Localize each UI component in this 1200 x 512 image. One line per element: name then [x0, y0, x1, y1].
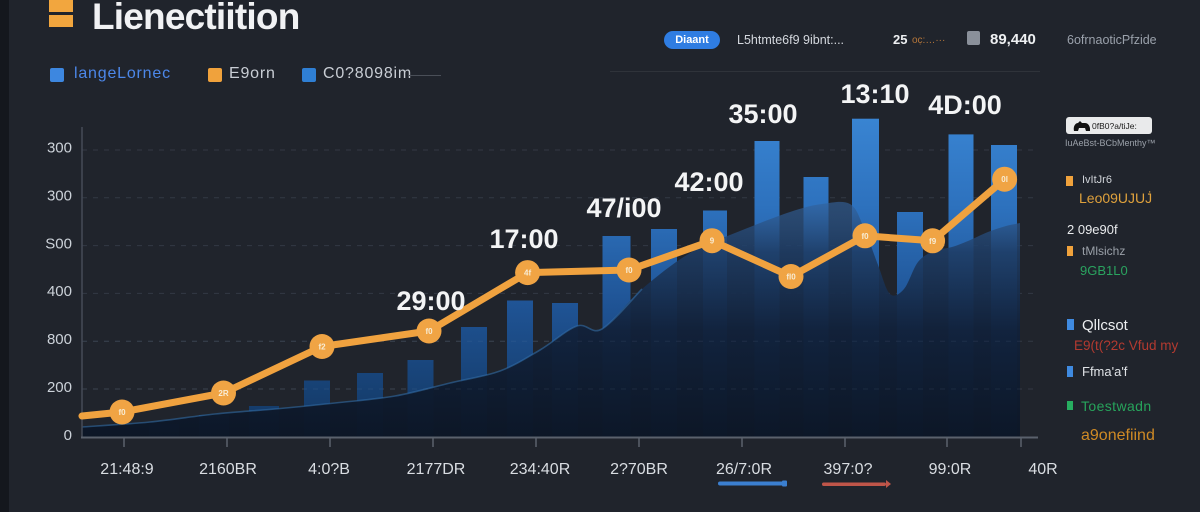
- svg-text:26/7:0R: 26/7:0R: [716, 461, 772, 478]
- svg-text:2177DR: 2177DR: [407, 461, 466, 478]
- svg-text:4f: 4f: [524, 269, 531, 278]
- svg-text:4D:00: 4D:00: [928, 90, 1002, 120]
- svg-text:400: 400: [47, 283, 72, 300]
- svg-text:13:10: 13:10: [840, 79, 909, 109]
- svg-text:2R: 2R: [218, 389, 228, 398]
- svg-text:47/i00: 47/i00: [586, 193, 661, 223]
- svg-text:21:48:9: 21:48:9: [100, 461, 153, 478]
- svg-text:40R: 40R: [1028, 461, 1057, 478]
- svg-text:35:00: 35:00: [728, 99, 797, 129]
- svg-text:300: 300: [47, 187, 72, 204]
- svg-text:29:00: 29:00: [396, 286, 465, 316]
- svg-text:f9: f9: [929, 237, 937, 246]
- svg-text:f0: f0: [861, 232, 869, 241]
- svg-text:f0: f0: [625, 266, 633, 275]
- svg-text:0: 0: [64, 427, 72, 444]
- svg-text:fl0: fl0: [786, 273, 796, 282]
- svg-text:17:00: 17:00: [489, 224, 558, 254]
- svg-text:42:00: 42:00: [674, 167, 743, 197]
- svg-text:f2: f2: [318, 343, 326, 352]
- svg-text:f0: f0: [425, 327, 433, 336]
- svg-text:300: 300: [47, 140, 72, 157]
- svg-text:200: 200: [47, 379, 72, 396]
- svg-text:0l: 0l: [1001, 175, 1008, 184]
- svg-text:S00: S00: [45, 235, 72, 252]
- svg-text:f0: f0: [118, 408, 126, 417]
- svg-text:4:0?B: 4:0?B: [308, 461, 350, 478]
- svg-text:99:0R: 99:0R: [929, 461, 972, 478]
- svg-text:2160BR: 2160BR: [199, 461, 257, 478]
- svg-text:234:40R: 234:40R: [510, 461, 571, 478]
- svg-text:2?70BR: 2?70BR: [610, 461, 668, 478]
- svg-text:9: 9: [710, 237, 715, 246]
- svg-text:397:0?: 397:0?: [824, 461, 873, 478]
- svg-text:800: 800: [47, 331, 72, 348]
